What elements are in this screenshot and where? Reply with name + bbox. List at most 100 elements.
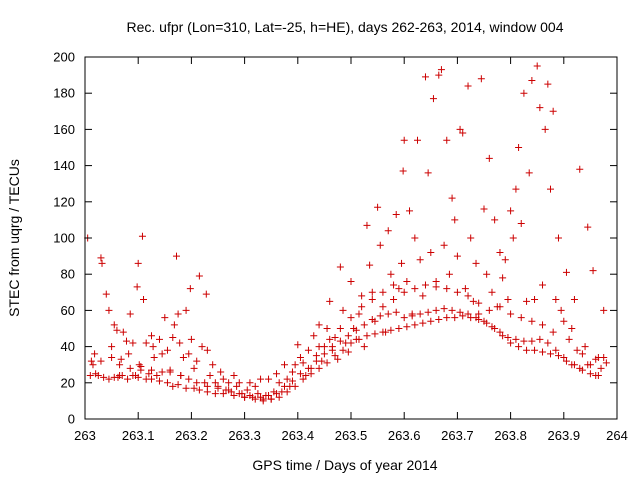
data-point	[464, 292, 472, 300]
data-point	[251, 395, 259, 403]
data-point	[528, 77, 536, 85]
data-point	[568, 325, 576, 332]
data-point	[233, 382, 241, 390]
data-point	[512, 185, 520, 193]
data-point	[496, 248, 504, 256]
data-point	[246, 391, 254, 399]
data-point	[352, 326, 360, 334]
data-point	[299, 359, 307, 367]
data-point	[122, 337, 130, 345]
data-point	[544, 339, 552, 347]
plot-frame	[84, 56, 618, 420]
data-point	[539, 321, 547, 329]
data-point	[150, 353, 158, 361]
data-point	[472, 314, 480, 322]
data-point	[148, 332, 155, 340]
data-point	[275, 379, 283, 387]
data-point	[443, 136, 451, 144]
data-point	[448, 306, 456, 314]
data-point	[403, 323, 411, 331]
data-point	[283, 375, 291, 383]
data-point	[539, 348, 547, 356]
data-point	[597, 364, 605, 372]
data-point	[467, 234, 475, 242]
data-point	[299, 375, 307, 383]
data-point	[507, 310, 515, 318]
data-point	[323, 359, 331, 367]
data-point	[360, 321, 368, 329]
data-point	[166, 366, 174, 374]
data-point	[304, 346, 312, 354]
data-point	[281, 361, 288, 369]
data-point	[137, 363, 145, 371]
data-point	[368, 315, 376, 323]
data-point	[440, 305, 448, 313]
data-point	[594, 372, 602, 380]
data-point	[326, 297, 334, 305]
data-point	[480, 205, 488, 213]
data-point	[435, 315, 443, 323]
data-point	[87, 357, 95, 365]
data-point	[149, 343, 157, 351]
data-point	[366, 261, 374, 269]
y-tick-label: 80	[61, 267, 75, 282]
data-point	[456, 125, 464, 133]
data-point	[190, 364, 198, 372]
data-point	[477, 75, 485, 83]
data-point	[584, 223, 592, 231]
data-point	[225, 379, 233, 387]
data-point	[448, 194, 456, 202]
data-point	[549, 328, 557, 336]
data-point	[440, 241, 448, 249]
data-point	[134, 259, 142, 267]
data-point	[145, 370, 153, 378]
data-point	[118, 372, 126, 380]
x-axis-label: GPS time / Days of year 2014	[252, 457, 437, 473]
data-point	[384, 310, 392, 318]
data-point	[499, 274, 507, 282]
data-point	[315, 321, 323, 329]
data-point	[507, 339, 515, 347]
data-point	[504, 334, 512, 342]
data-point	[523, 346, 531, 354]
data-point	[400, 314, 408, 322]
data-point	[488, 323, 496, 331]
data-point	[97, 254, 105, 262]
data-point	[201, 379, 209, 387]
data-point	[592, 355, 600, 363]
data-point	[225, 386, 233, 394]
data-point	[363, 221, 371, 229]
data-point	[562, 357, 570, 365]
data-point	[158, 350, 166, 358]
data-point	[456, 308, 464, 316]
data-point	[432, 277, 440, 285]
data-point	[358, 292, 366, 300]
data-point	[520, 337, 528, 345]
data-point	[451, 216, 459, 224]
data-point	[148, 366, 155, 374]
data-point	[531, 296, 539, 304]
data-point	[421, 281, 429, 289]
data-point	[360, 343, 368, 351]
data-point	[395, 325, 403, 332]
x-tick-label: 264	[606, 428, 628, 443]
data-point	[110, 373, 118, 381]
data-point	[358, 303, 366, 311]
data-point	[560, 353, 568, 361]
data-point	[288, 368, 296, 376]
data-point	[336, 325, 344, 332]
data-point	[525, 169, 533, 177]
data-point	[507, 207, 515, 215]
data-point	[403, 277, 411, 285]
data-point	[326, 335, 334, 343]
data-point	[472, 259, 480, 267]
data-point	[182, 384, 190, 392]
data-point	[198, 343, 206, 351]
data-point	[600, 353, 608, 361]
data-point	[89, 361, 97, 369]
data-point	[565, 335, 573, 343]
y-axis-ticks: 0 20 40 60 80 100 120 140 160 180 200	[53, 50, 617, 427]
y-tick-label: 40	[61, 339, 75, 354]
data-point	[578, 350, 586, 358]
